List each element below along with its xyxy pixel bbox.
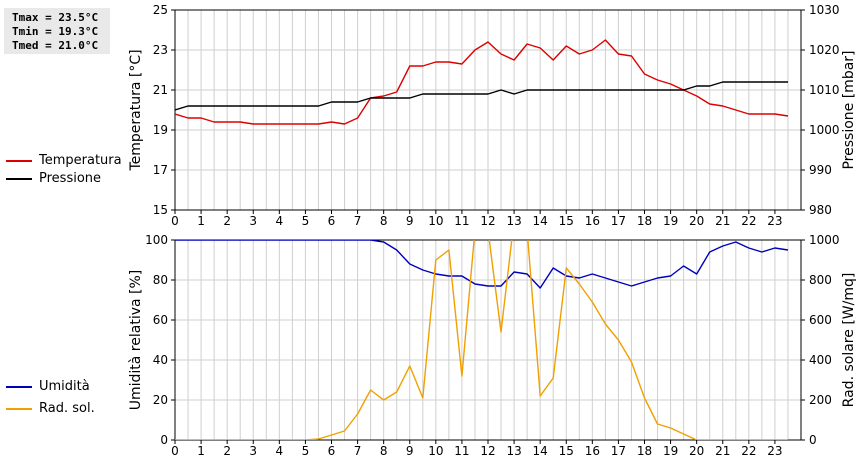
x-tick-label: 4 <box>276 444 284 458</box>
x-tick-label: 4 <box>276 214 284 228</box>
x-tick-label: 9 <box>406 214 414 228</box>
x-tick-label: 14 <box>533 444 548 458</box>
x-tick-label: 5 <box>302 214 310 228</box>
x-tick-label: 20 <box>689 214 704 228</box>
x-tick-label: 12 <box>480 444 495 458</box>
x-tick-label: 2 <box>223 444 231 458</box>
x-tick-label: 17 <box>611 444 626 458</box>
x-tick-label: 22 <box>741 214 756 228</box>
y2-tick-label: 1000 <box>809 233 840 247</box>
legend-swatch-umidita <box>6 386 32 388</box>
tmax-stat: Tmax = 23.5°C <box>12 11 99 24</box>
y2-axis-label: Rad. solare [W/mq] <box>841 273 857 408</box>
x-tick-label: 11 <box>454 214 469 228</box>
x-tick-label: 10 <box>428 214 443 228</box>
x-tick-label: 23 <box>767 214 782 228</box>
x-tick-label: 13 <box>506 214 521 228</box>
x-tick-label: 1 <box>197 444 205 458</box>
y2-tick-label: 1020 <box>809 43 840 57</box>
y2-tick-label: 990 <box>809 163 832 177</box>
x-tick-label: 18 <box>637 214 652 228</box>
legend-label-rad-sol: Rad. sol. <box>39 401 95 416</box>
legend-label-umidita: Umidità <box>39 379 90 394</box>
y2-tick-label: 200 <box>809 393 832 407</box>
y-axis-label: Umidità relativa [%] <box>128 270 144 411</box>
y-tick-label: 21 <box>153 83 168 97</box>
x-tick-label: 5 <box>302 444 310 458</box>
x-tick-label: 19 <box>663 444 678 458</box>
x-tick-label: 3 <box>249 444 257 458</box>
series-line-umidit <box>175 240 789 289</box>
x-tick-label: 3 <box>249 214 257 228</box>
y-tick-label: 20 <box>153 393 168 407</box>
tmed-stat: Tmed = 21.0°C <box>12 39 99 52</box>
x-tick-label: 18 <box>637 444 652 458</box>
y2-tick-label: 600 <box>809 313 832 327</box>
x-tick-label: 14 <box>533 214 548 228</box>
y2-tick-label: 980 <box>809 203 832 217</box>
x-tick-label: 10 <box>428 444 443 458</box>
tmin-stat: Tmin = 19.3°C <box>12 25 99 38</box>
x-tick-label: 7 <box>354 444 362 458</box>
x-tick-label: 8 <box>380 444 388 458</box>
x-tick-label: 16 <box>585 444 600 458</box>
x-tick-label: 6 <box>328 444 336 458</box>
x-tick-label: 11 <box>454 444 469 458</box>
x-tick-label: 7 <box>354 214 362 228</box>
x-tick-label: 16 <box>585 214 600 228</box>
y-tick-label: 25 <box>153 3 168 17</box>
chart-panel-top: 0 1 2 3 4 5 6 7 8 9 10 11 12 13 14 15 16 17 18 19 20 21 22 2315… <box>128 3 857 228</box>
x-tick-label: 15 <box>559 214 574 228</box>
legend-label-temperatura: Temperatura <box>39 153 122 168</box>
y2-tick-label: 1000 <box>809 123 840 137</box>
y-tick-label: 40 <box>153 353 168 367</box>
y2-tick-label: 1010 <box>809 83 840 97</box>
y2-axis-label: Pressione [mbar] <box>841 50 857 169</box>
x-tick-label: 17 <box>611 214 626 228</box>
x-tick-label: 9 <box>406 444 414 458</box>
y-tick-label: 0 <box>160 433 168 447</box>
y-tick-label: 23 <box>153 43 168 57</box>
x-tick-label: 12 <box>480 214 495 228</box>
y-tick-label: 19 <box>153 123 168 137</box>
x-tick-label: 2 <box>223 214 231 228</box>
x-tick-label: 1 <box>197 214 205 228</box>
x-tick-label: 21 <box>715 444 730 458</box>
y-tick-label: 15 <box>153 203 168 217</box>
x-tick-label: 13 <box>506 444 521 458</box>
x-tick-label: 0 <box>171 214 179 228</box>
x-tick-label: 23 <box>767 444 782 458</box>
stats-box: Tmax = 23.5°C Tmin = 19.3°C Tmed = 21.0°… <box>4 8 110 54</box>
y-tick-label: 60 <box>153 313 168 327</box>
legend-swatch-pressione <box>6 178 32 180</box>
legend-swatch-rad-sol <box>6 408 32 410</box>
x-tick-label: 8 <box>380 214 388 228</box>
x-tick-label: 0 <box>171 444 179 458</box>
series-line-temperatura <box>175 39 789 125</box>
x-tick-label: 22 <box>741 444 756 458</box>
legend-swatch-temperatura <box>6 160 32 162</box>
y2-tick-label: 0 <box>809 433 817 447</box>
x-tick-label: 6 <box>328 214 336 228</box>
y-tick-label: 80 <box>153 273 168 287</box>
series-line-pressione <box>175 81 788 111</box>
chart-panel-bottom: 0 1 2 3 4 5 6 7 8 9 10 11 12 13 14 15 16 17 18 19 20 21 22 2302… <box>128 233 857 458</box>
y-axis-label: Temperatura [°C] <box>128 49 144 171</box>
legend-label-pressione: Pressione <box>39 171 102 186</box>
x-tick-label: 15 <box>559 444 574 458</box>
y-tick-label: 100 <box>145 233 168 247</box>
y2-tick-label: 800 <box>809 273 832 287</box>
y-tick-label: 17 <box>153 163 168 177</box>
y2-tick-label: 400 <box>809 353 832 367</box>
x-tick-label: 20 <box>689 444 704 458</box>
series-line-rad-sol <box>175 240 788 440</box>
x-tick-label: 19 <box>663 214 678 228</box>
x-tick-label: 21 <box>715 214 730 228</box>
y2-tick-label: 1030 <box>809 3 840 17</box>
